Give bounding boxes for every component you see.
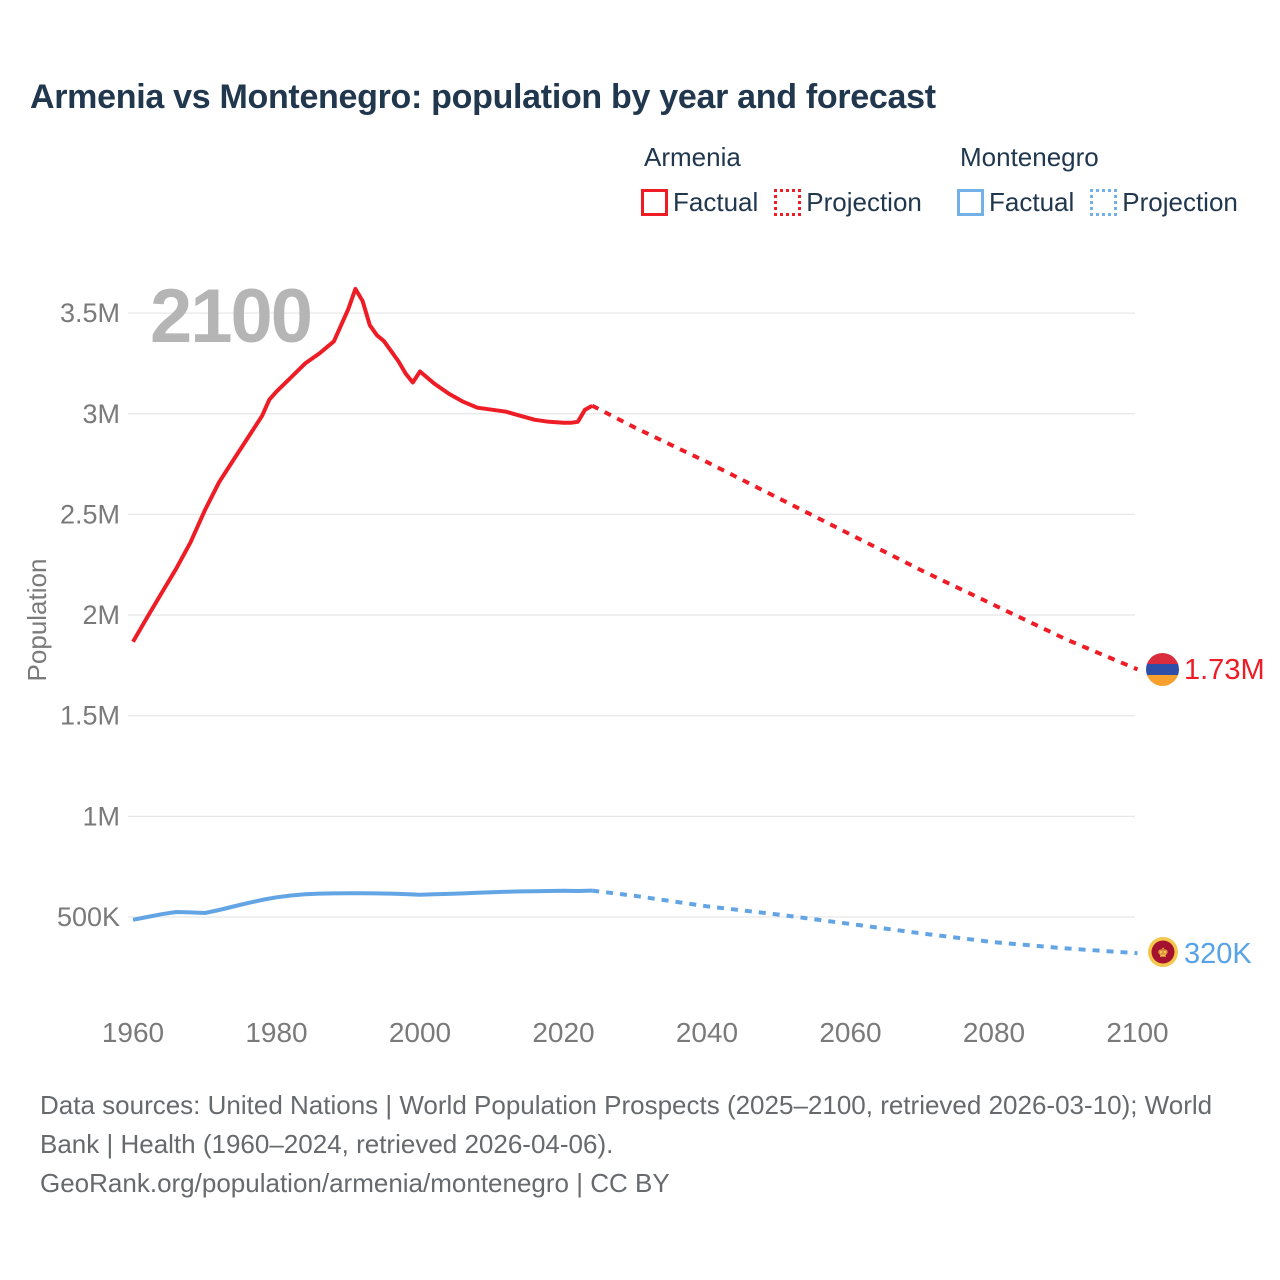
x-tick-label: 2080: [963, 1017, 1025, 1048]
x-tick-label: 2000: [389, 1017, 451, 1048]
legend-label-armenia-factual: Factual: [673, 187, 759, 217]
legend-header-montenegro: Montenegro: [960, 142, 1099, 172]
x-tick-label: 2040: [676, 1017, 738, 1048]
y-tick-label: 3M: [82, 399, 120, 429]
legend-label-montenegro-projection: Projection: [1122, 187, 1238, 217]
armenia-end-value-label: 1.73M: [1184, 654, 1265, 686]
x-tick-label: 2060: [819, 1017, 881, 1048]
chart-title: Armenia vs Montenegro: population by yea…: [30, 78, 936, 116]
montenegro-projection-line: [591, 888, 1138, 956]
legend-label-montenegro-factual: Factual: [989, 187, 1075, 217]
footer-attribution-link: GeoRank.org/population/armenia/montenegr…: [40, 1168, 670, 1198]
y-tick-label: 1M: [82, 801, 120, 831]
montenegro-flag-icon: ♚: [1148, 937, 1178, 972]
armenia-factual-swatch-icon: [641, 189, 668, 216]
armenia-factual-line: [131, 286, 594, 643]
svg-text:♚: ♚: [1157, 946, 1169, 961]
montenegro-factual-swatch-icon: [957, 189, 984, 216]
montenegro-factual-line: [132, 888, 593, 922]
x-tick-label: 1960: [102, 1017, 164, 1048]
footer-data-sources: Data sources: United Nations | World Pop…: [40, 1090, 1213, 1159]
legend-header-armenia: Armenia: [644, 142, 741, 172]
y-tick-label: 3.5M: [60, 298, 120, 328]
x-tick-label: 1980: [245, 1017, 307, 1048]
armenia-flag-icon: [1146, 653, 1179, 691]
legend-group-armenia: Armenia Factual Projection: [641, 142, 922, 218]
y-axis-title: Population: [22, 559, 52, 682]
x-tick-label: 2100: [1106, 1017, 1168, 1048]
y-tick-label: 2M: [82, 600, 120, 630]
legend-group-montenegro: Montenegro Factual Projection: [957, 142, 1238, 218]
y-tick-label: 500K: [57, 902, 120, 932]
x-tick-label: 2020: [532, 1017, 594, 1048]
legend-label-armenia-projection: Projection: [806, 187, 922, 217]
armenia-projection-line: [591, 403, 1139, 672]
watermark-year: 2100: [150, 274, 311, 359]
y-tick-label: 1.5M: [60, 701, 120, 731]
montenegro-projection-swatch-icon: [1090, 189, 1118, 216]
footer: Data sources: United Nations | World Pop…: [40, 1086, 1220, 1203]
montenegro-end-value-label: 320K: [1184, 938, 1252, 970]
armenia-projection-swatch-icon: [774, 189, 802, 216]
y-tick-label: 2.5M: [60, 499, 120, 529]
population-line-chart: 3.5M 3M 2.5M 2M 1.5M 1M 500K 2100 Population 1960…: [22, 274, 1169, 1048]
